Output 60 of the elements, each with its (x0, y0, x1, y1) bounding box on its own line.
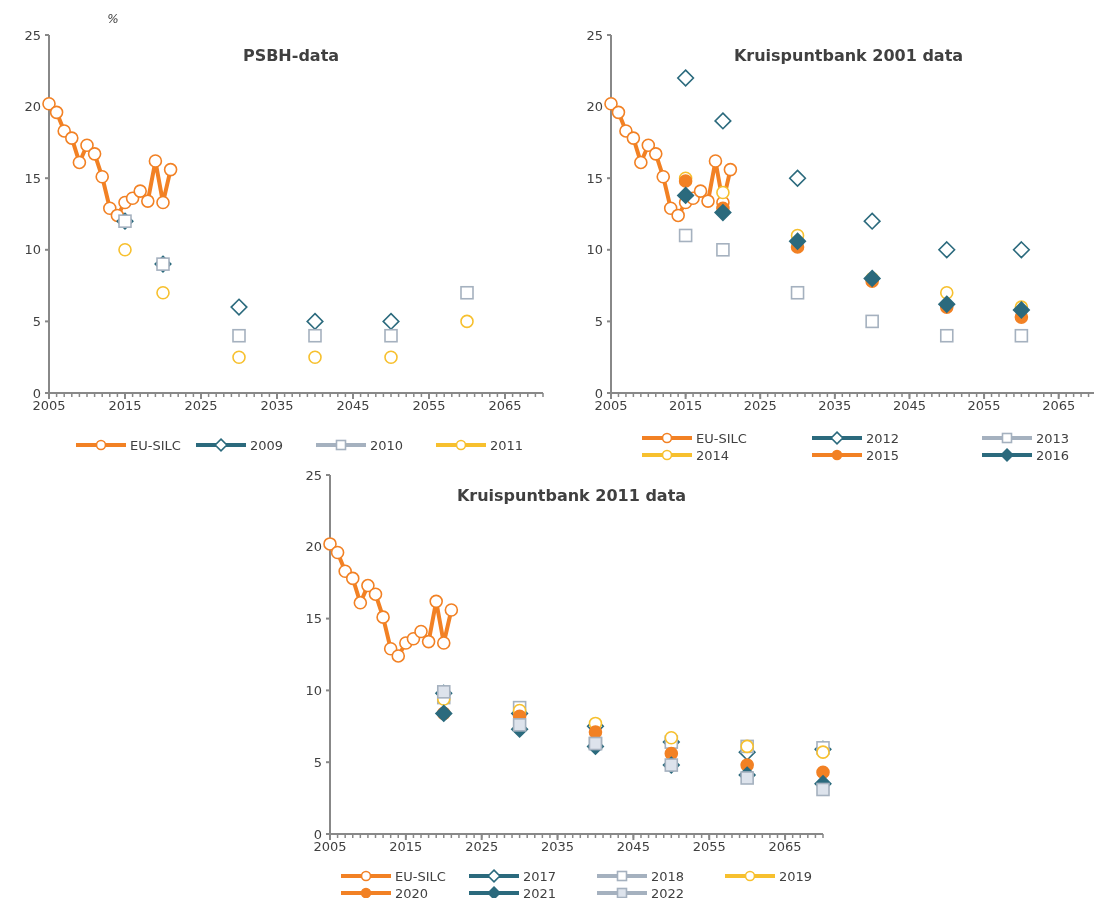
x-tick-label: 2015 (389, 839, 423, 854)
legend-label: 2009 (250, 437, 284, 453)
x-tick-label: 2005 (594, 398, 628, 413)
x-tick-label: 2025 (465, 839, 499, 854)
x-tick-label: 2055 (412, 398, 446, 413)
legend-label: EU-SILC (395, 868, 446, 884)
x-tick-label: 2035 (818, 398, 852, 413)
y-tick-label: 20 (305, 539, 322, 555)
x-tick-label: 2045 (892, 398, 927, 413)
x-tick-label: 2005 (32, 398, 66, 413)
y-tick-label: 0 (594, 385, 603, 401)
x-tick-label: 2015 (108, 398, 142, 413)
legend-label: 2016 (1036, 447, 1070, 463)
x-tick-label: 2065 (1042, 398, 1076, 413)
x-tick-label: 2055 (692, 839, 726, 854)
x-tick-label: 2035 (540, 839, 575, 854)
x-tick-label: 2005 (313, 839, 347, 854)
y-tick-label: 25 (586, 27, 603, 43)
x-tick-label: 2065 (768, 839, 802, 854)
x-tick-label: 2045 (616, 839, 650, 854)
legend-label: 2020 (395, 885, 429, 898)
legend-label: 2013 (1036, 430, 1070, 446)
text: PSBH-data (242, 46, 340, 65)
legend-label: 2014 (696, 447, 730, 463)
text: Kruispuntbank 2011 data (456, 486, 687, 505)
y-tick-label: 25 (305, 467, 322, 483)
y-tick-label: 5 (32, 313, 41, 329)
y-tick-label: 5 (313, 754, 322, 770)
y-tick-label: 20 (24, 99, 41, 115)
text: Kruispuntbank 2001 data (733, 46, 964, 65)
x-tick-label: 2065 (488, 398, 522, 413)
legend-label: 2015 (866, 447, 900, 463)
legend-label: 2021 (523, 885, 557, 898)
y-tick-label: 15 (305, 611, 322, 627)
y-tick-label: 15 (586, 170, 603, 186)
x-tick-label: 2025 (743, 398, 777, 413)
x-tick-label: 2025 (184, 398, 218, 413)
legend-label: 2011 (490, 437, 524, 453)
y-tick-label: 5 (594, 313, 603, 329)
legend-label: 2010 (370, 437, 404, 453)
x-tick-label: 2055 (967, 398, 1001, 413)
y-tick-label: 10 (305, 682, 322, 698)
y-tick-label: 10 (586, 242, 603, 258)
legend-label: 2019 (779, 868, 813, 884)
y-tick-label: 0 (32, 385, 41, 401)
legend-label: 2012 (866, 430, 900, 446)
y-tick-label: 0 (313, 826, 322, 842)
legend-label: 2017 (523, 868, 557, 884)
legend-label: 2022 (651, 885, 685, 898)
y-tick-label: 25 (24, 27, 41, 43)
y-tick-label: 20 (586, 99, 603, 115)
legend-label: EU-SILC (130, 437, 181, 453)
legend-label: EU-SILC (696, 430, 747, 446)
x-tick-label: 2015 (669, 398, 703, 413)
legend-label: 2018 (651, 868, 685, 884)
y-tick-label: 15 (24, 170, 41, 186)
x-tick-label: 2045 (336, 398, 370, 413)
y-tick-label: 10 (24, 242, 41, 258)
x-tick-label: 2035 (260, 398, 294, 413)
y-axis-title: % (107, 12, 119, 26)
